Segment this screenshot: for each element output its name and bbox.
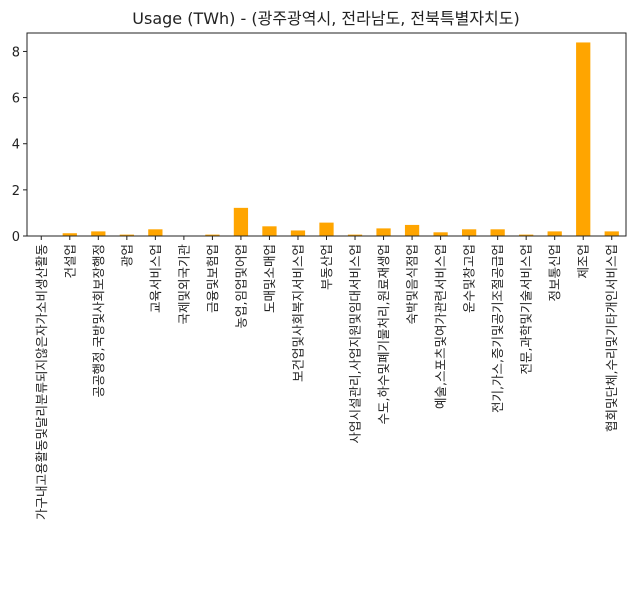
bar (490, 229, 505, 236)
bar (576, 42, 591, 237)
y-tick-label: 0 (12, 230, 20, 245)
plot-frame (26, 32, 627, 237)
x-tick-label: 보건업및사회복지서비스업 (290, 244, 305, 382)
y-tick-label: 8 (12, 45, 20, 60)
x-tick-label: 건설업 (62, 244, 77, 279)
bar (433, 232, 448, 236)
bar (519, 234, 534, 236)
x-tick-label: 국제및외국기관 (176, 244, 191, 325)
bar (319, 222, 334, 236)
x-tick-label: 도매및소매업 (262, 244, 277, 313)
bar (62, 233, 77, 236)
y-tick-label: 4 (12, 138, 20, 153)
bar (347, 234, 363, 236)
x-tick-label: 협회및단체,수리및기타개인서비스업 (604, 244, 619, 432)
x-tick-label: 숙박및음식점업 (405, 244, 420, 325)
y-tick-label: 6 (12, 92, 20, 107)
chart-title: Usage (TWh) - (광주광역시, 전라남도, 전북특별자치도) (132, 9, 519, 28)
bar (119, 234, 134, 236)
bar (148, 229, 163, 236)
bar (376, 228, 391, 236)
bar (233, 207, 249, 236)
bar (262, 226, 277, 236)
bar (404, 224, 420, 236)
bar (461, 229, 477, 236)
y-tick-label: 2 (12, 184, 20, 199)
x-tick-label: 공공행정,국방및사회보장행정 (91, 244, 106, 397)
bar (604, 231, 619, 236)
x-tick-label: 전기,가스,증기및공기조절공급업 (490, 244, 505, 413)
bar (290, 230, 306, 236)
x-tick-label: 운수및창고업 (462, 244, 477, 313)
x-tick-label: 사업시설관리,사업지원및임대서비스업 (348, 244, 363, 443)
x-tick-label: 농업,임업및어업 (233, 244, 248, 328)
bar (547, 231, 562, 236)
x-tick-label: 부동산업 (319, 244, 334, 290)
x-tick-label: 정보통신업 (547, 244, 562, 302)
x-tick-label: 수도,하수및폐기물처리,원료재생업 (376, 244, 391, 424)
x-tick-label: 교육서비스업 (148, 244, 163, 313)
x-tick-label: 광업 (119, 244, 134, 267)
x-tick-label: 예술,스포츠및여가관련서비스업 (433, 244, 448, 409)
x-tick-label: 제조업 (576, 244, 591, 279)
bar (205, 234, 220, 236)
x-tick-label: 전문,과학및기술서비스업 (519, 244, 534, 374)
x-tick-label: 가구내고용활동및달리분류되지않은자가소비생산활동 (34, 244, 49, 520)
x-tick-label: 금융및보험업 (205, 244, 220, 313)
bar (91, 231, 106, 236)
